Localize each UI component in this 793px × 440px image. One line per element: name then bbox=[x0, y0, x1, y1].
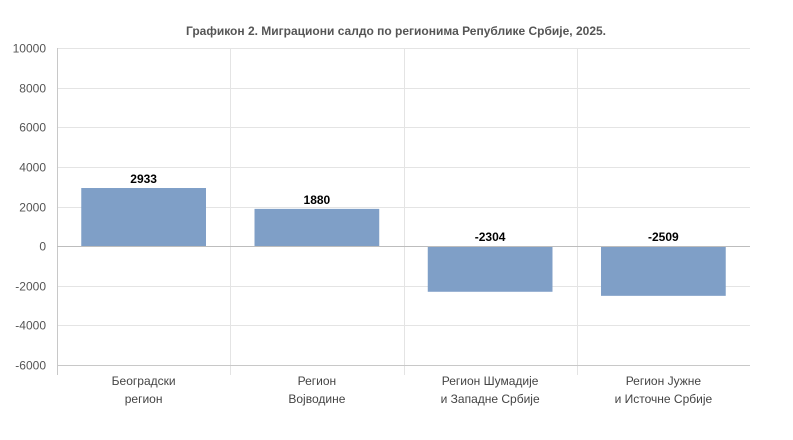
data-label: 2933 bbox=[130, 172, 157, 186]
x-tick-label: и Источне Србије bbox=[615, 392, 713, 406]
bar bbox=[427, 246, 553, 292]
y-tick-label: 8000 bbox=[19, 82, 46, 96]
x-tick-label: Војводине bbox=[288, 392, 345, 406]
y-tick-label: -6000 bbox=[15, 359, 46, 373]
x-tick-label: регион bbox=[125, 392, 163, 406]
y-tick-label: 0 bbox=[39, 240, 46, 254]
y-tick-label: -4000 bbox=[15, 319, 46, 333]
chart-title: Графикон 2. Миграциони салдо по регионим… bbox=[186, 24, 606, 38]
data-label: 1880 bbox=[304, 193, 331, 207]
y-tick-label: 6000 bbox=[19, 121, 46, 135]
x-tick-label: Регион Шумадије bbox=[442, 374, 539, 388]
x-tick-label: Регион Јужне bbox=[626, 374, 702, 388]
bar bbox=[81, 188, 206, 247]
data-label: -2509 bbox=[648, 230, 679, 244]
y-tick-label: 4000 bbox=[19, 161, 46, 175]
x-tick-label: Регион bbox=[298, 374, 337, 388]
x-tick-label: Београдски bbox=[112, 374, 176, 388]
y-tick-label: -2000 bbox=[15, 280, 46, 294]
y-tick-label: 10000 bbox=[13, 42, 47, 56]
data-label: -2304 bbox=[475, 230, 506, 244]
y-tick-label: 2000 bbox=[19, 201, 46, 215]
x-tick-label: и Западне Србије bbox=[441, 392, 540, 406]
bar bbox=[254, 208, 380, 247]
bar bbox=[601, 246, 726, 296]
